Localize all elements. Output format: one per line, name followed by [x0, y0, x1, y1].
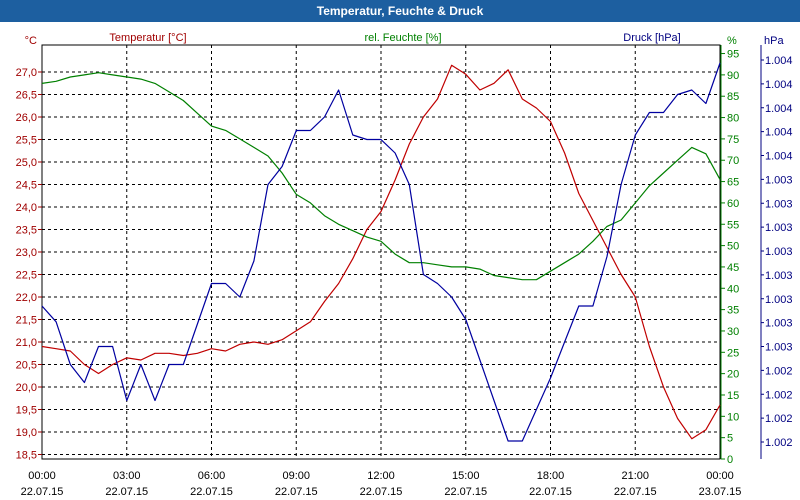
temperature-tick-label: 19,5 [16, 405, 37, 417]
temperature-tick-label: 25,5 [16, 135, 37, 147]
x-tick-date: 22.07.15 [105, 486, 148, 498]
pressure-axis-title: Druck [hPa] [623, 32, 680, 44]
x-tick-time: 12:00 [367, 470, 395, 482]
x-tick-time: 15:00 [452, 470, 480, 482]
humidity-tick-label: 85 [727, 91, 739, 103]
pressure-tick-label: 1.003 [765, 246, 793, 258]
humidity-tick-label: 10 [727, 411, 739, 423]
x-axis-ticks: 00:00 22.07.15 03:00 22.07.15 06:00 22.07.15 0… [21, 470, 742, 498]
x-tick-time: 06:00 [198, 470, 226, 482]
humidity-tick-label: 95 [727, 49, 739, 61]
grid-lines [42, 45, 720, 459]
temperature-tick-label: 22,0 [16, 292, 37, 304]
temperature-tick-label: 24,0 [16, 202, 37, 214]
x-tick-date: 22.07.15 [360, 486, 403, 498]
humidity-tick-label: 30 [727, 326, 739, 338]
humidity-tick-label: 15 [727, 390, 739, 402]
humidity-line [41, 72, 721, 281]
pressure-tick-label: 1.004 [765, 79, 793, 91]
humidity-tick-label: 50 [727, 241, 739, 253]
pressure-tick-label: 1.003 [765, 198, 793, 210]
humidity-tick-label: 55 [727, 219, 739, 231]
temperature-tick-label: 20,5 [16, 360, 37, 372]
humidity-tick-label: 5 [727, 433, 733, 445]
temperature-tick-label: 20,0 [16, 382, 37, 394]
temperature-tick-label: 26,5 [16, 90, 37, 102]
humidity-tick-label: 65 [727, 177, 739, 189]
x-tick-date: 22.07.15 [444, 486, 487, 498]
x-tick-date: 22.07.15 [614, 486, 657, 498]
temperature-tick-label: 18,5 [16, 450, 37, 462]
pressure-tick-label: 1.002 [765, 437, 793, 449]
pressure-line [41, 62, 721, 442]
x-tick-date: 23.07.15 [699, 486, 742, 498]
pressure-tick-label: 1.002 [765, 413, 793, 425]
pressure-tick-label: 1.004 [765, 55, 793, 67]
chart: 00:00 22.07.15 03:00 22.07.15 06:00 22.07.15 0… [16, 32, 793, 498]
temperature-unit: °C [25, 35, 37, 47]
x-tick-date: 22.07.15 [529, 486, 572, 498]
x-tick-time: 03:00 [113, 470, 141, 482]
pressure-axis: 1.004 1.004 1.004 1.004 1.004 1.003 1.003 1.003… [760, 35, 793, 459]
humidity-tick-label: 45 [727, 262, 739, 274]
humidity-tick-label: 40 [727, 283, 739, 295]
x-tick-time: 00:00 [706, 470, 734, 482]
x-tick-date: 22.07.15 [275, 486, 318, 498]
temperature-axis: 27,0 26,5 26,0 25,5 25,0 24,5 24,0 23,5 23,0 22,5… [16, 35, 42, 462]
humidity-tick-label: 35 [727, 305, 739, 317]
pressure-tick-label: 1.003 [765, 270, 793, 282]
pressure-tick-label: 1.002 [765, 389, 793, 401]
humidity-unit: % [727, 35, 737, 47]
humidity-tick-label: 20 [727, 369, 739, 381]
humidity-axis-title: rel. Feuchte [%] [364, 32, 441, 44]
pressure-tick-label: 1.002 [765, 365, 793, 377]
axis-titles: Temperatur [°C] rel. Feuchte [%] Druck [hP… [109, 32, 680, 44]
x-tick-time: 18:00 [537, 470, 565, 482]
temperature-tick-label: 21,5 [16, 315, 37, 327]
temperature-tick-label: 23,0 [16, 247, 37, 259]
humidity-tick-label: 0 [727, 454, 733, 466]
temperature-tick-label: 22,5 [16, 270, 37, 282]
humidity-tick-label: 25 [727, 347, 739, 359]
humidity-tick-label: 80 [727, 113, 739, 125]
humidity-tick-label: 75 [727, 134, 739, 146]
pressure-tick-label: 1.003 [765, 342, 793, 354]
chart-title: Temperatur, Feuchte & Druck [0, 0, 800, 22]
x-tick-date: 22.07.15 [21, 486, 64, 498]
pressure-tick-label: 1.004 [765, 103, 793, 115]
temperature-tick-label: 25,0 [16, 157, 37, 169]
x-tick-date: 22.07.15 [190, 486, 233, 498]
pressure-tick-label: 1.003 [765, 222, 793, 234]
temperature-tick-label: 24,5 [16, 180, 37, 192]
temperature-line [41, 64, 721, 440]
temperature-tick-label: 27,0 [16, 67, 37, 79]
temperature-tick-label: 26,0 [16, 112, 37, 124]
temperature-tick-label: 21,0 [16, 337, 37, 349]
humidity-tick-label: 90 [727, 70, 739, 82]
humidity-tick-label: 70 [727, 155, 739, 167]
x-tick-time: 00:00 [28, 470, 56, 482]
pressure-unit: hPa [764, 35, 784, 47]
humidity-tick-label: 60 [727, 198, 739, 210]
temperature-tick-label: 19,0 [16, 427, 37, 439]
pressure-tick-label: 1.004 [765, 151, 793, 163]
x-tick-time: 21:00 [621, 470, 649, 482]
temperature-tick-label: 23,5 [16, 225, 37, 237]
x-tick-time: 09:00 [282, 470, 310, 482]
pressure-tick-label: 1.003 [765, 318, 793, 330]
pressure-tick-label: 1.003 [765, 294, 793, 306]
series-lines [41, 62, 721, 442]
pressure-tick-label: 1.004 [765, 127, 793, 139]
pressure-tick-label: 1.003 [765, 174, 793, 186]
temperature-axis-title: Temperatur [°C] [109, 32, 186, 44]
